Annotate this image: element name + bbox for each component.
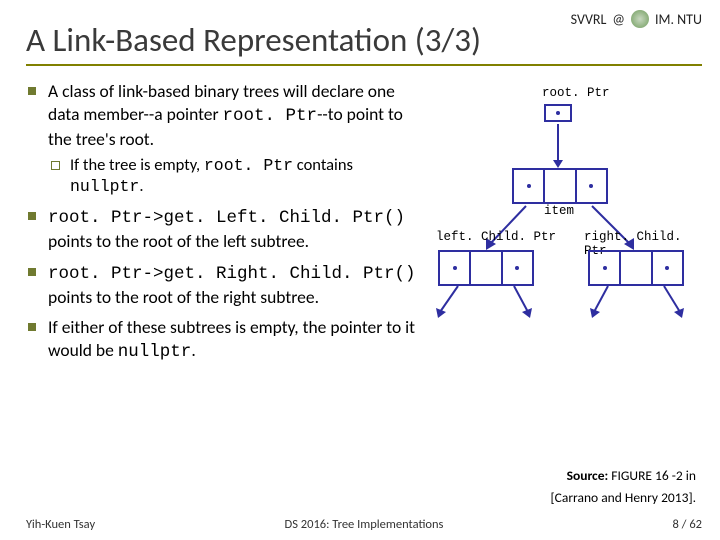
bullet-column: A class of link-based binary trees will … — [26, 80, 426, 372]
cell — [621, 252, 652, 284]
b4-end: . — [191, 339, 195, 361]
b3-code: root. Ptr->get. Right. Child. Ptr() — [48, 264, 416, 284]
dot-icon — [665, 266, 669, 270]
cell — [440, 252, 471, 284]
sub-1: If the tree is empty, root. Ptr contains… — [48, 155, 426, 198]
footer: Yih-Kuen Tsay DS 2016: Tree Implementati… — [26, 517, 702, 532]
at-text: @ — [612, 11, 625, 28]
footer-page: 8 / 62 — [673, 517, 703, 532]
slide: SVVRL @ IM. NTU A Link-Based Representat… — [0, 0, 720, 540]
body-row: A class of link-based binary trees will … — [26, 80, 702, 372]
bullet-2: root. Ptr->get. Left. Child. Ptr() point… — [26, 205, 426, 253]
source-label: Source: — [567, 467, 609, 484]
source-line-1: Source: FIGURE 16 -2 in — [567, 467, 696, 484]
b4-code: nullptr — [118, 342, 192, 362]
diagram-column: root. Ptr — [436, 80, 688, 372]
dot-icon — [527, 184, 531, 188]
header-right: SVVRL @ IM. NTU — [571, 10, 702, 28]
node-root — [512, 168, 608, 204]
b1-pointer: pointer — [167, 103, 223, 125]
node-right — [588, 250, 684, 286]
s1-pre: If the tree is empty, — [70, 155, 204, 175]
cell — [653, 252, 682, 284]
cell — [590, 252, 621, 284]
title-divider — [26, 64, 702, 66]
b2-post: points to the root of the left subtree. — [48, 230, 309, 252]
cell-item — [545, 170, 576, 202]
dot-icon — [603, 266, 607, 270]
tree-diagram: root. Ptr — [436, 86, 688, 356]
dot-icon — [453, 266, 457, 270]
bullet-3: root. Ptr->get. Right. Child. Ptr() poin… — [26, 261, 426, 309]
footer-course: DS 2016: Tree Implementations — [285, 517, 444, 532]
cell — [503, 252, 532, 284]
cell-right — [577, 170, 606, 202]
s1-end: . — [139, 176, 143, 196]
s1-null: nullptr — [70, 177, 139, 196]
svvrl-text: SVVRL — [571, 11, 607, 28]
ntu-logo-icon — [631, 10, 649, 28]
bullet-4: If either of these subtrees is empty, th… — [26, 316, 426, 364]
source-line-2: [Carrano and Henry 2013]. — [551, 489, 696, 506]
item-label: item — [544, 204, 574, 218]
bullet-1: A class of link-based binary trees will … — [26, 80, 426, 197]
s1-code: root. Ptr — [204, 156, 293, 175]
left-child-ptr-label: left. Child. Ptr — [436, 230, 556, 244]
s1-mid: contains — [293, 155, 353, 175]
cell — [471, 252, 502, 284]
cell-left — [514, 170, 545, 202]
diagram-lines-icon — [436, 86, 688, 356]
footer-author: Yih-Kuen Tsay — [26, 517, 95, 532]
bullet-list: A class of link-based binary trees will … — [26, 80, 426, 364]
node-left — [438, 250, 534, 286]
im-ntu-text: IM. NTU — [655, 11, 702, 28]
dot-icon — [589, 184, 593, 188]
source-fig: FIGURE 16 -2 in — [608, 467, 696, 484]
b4-pre: If either of these subtrees is empty, th… — [48, 316, 415, 361]
dot-icon — [515, 266, 519, 270]
sub-list: If the tree is empty, root. Ptr contains… — [48, 155, 426, 198]
b3-post: points to the root of the right subtree. — [48, 286, 319, 308]
b1-code: root. Ptr — [223, 106, 318, 126]
b2-code: root. Ptr->get. Left. Child. Ptr() — [48, 208, 405, 228]
